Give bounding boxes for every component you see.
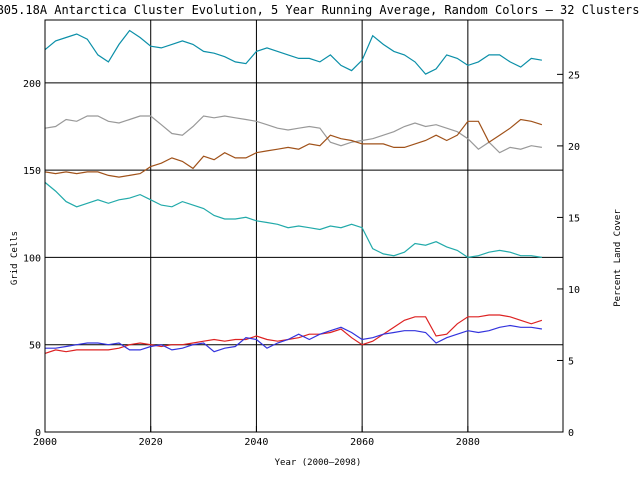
y2-tick-label: 25 [568,70,580,81]
y-tick-label: 100 [23,253,41,264]
y-tick-label: 150 [23,166,41,177]
x-tick-label: 2060 [350,437,374,448]
x-tick-label: 2000 [33,437,57,448]
plot-frame [44,19,564,433]
y-tick-label: 0 [35,428,41,439]
y-axis-label: Grid Cells [10,231,20,285]
x-tick-label: 2040 [244,437,268,448]
y-axis-right: 0 5 10 15 20 25 [557,70,580,439]
y-tick-label: 200 [23,79,41,90]
series-line-4 [44,181,542,259]
y2-tick-label: 5 [568,356,574,367]
y-tick-label: 50 [29,341,41,352]
x-axis-label: Year (2000–2098) [275,458,362,468]
chart-title: B05.18A Antarctica Cluster Evolution, 5 … [0,3,640,17]
series-lines [44,29,543,354]
y-axis-left: 0 50 100 150 200 [23,79,41,439]
x-tick-label: 2080 [456,437,480,448]
x-axis: 2000 2020 2040 2060 2080 [33,426,480,448]
series-line-3 [44,118,543,178]
grid-lines [45,20,563,432]
y2-tick-label: 20 [568,142,580,153]
x-tick-label: 2020 [139,437,163,448]
y2-tick-label: 0 [568,428,574,439]
y2-axis-label: Percent Land Cover [613,209,623,307]
series-line-5 [44,314,543,354]
y2-tick-label: 10 [568,285,580,296]
series-line-6 [45,324,542,353]
y2-tick-label: 15 [568,213,580,224]
series-line-1 [44,29,543,75]
